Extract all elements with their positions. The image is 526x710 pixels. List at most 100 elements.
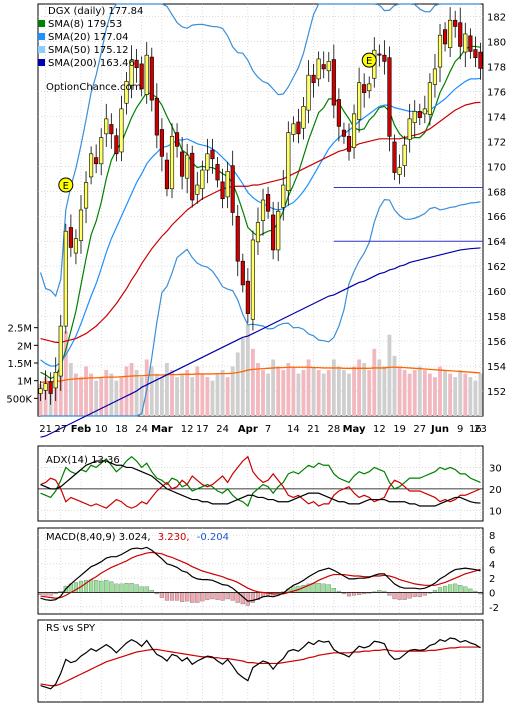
volume-bar	[230, 366, 235, 416]
volume-bar	[372, 348, 377, 416]
candle-body	[169, 136, 175, 190]
candle	[468, 28, 473, 59]
x-tick-label: 27	[413, 424, 426, 435]
volume-tick-label: 1.5M	[7, 359, 32, 370]
volume-bar	[79, 377, 83, 416]
candle-body	[311, 74, 316, 83]
volume-bar	[240, 338, 245, 416]
macd-tick-label: 2	[489, 574, 495, 585]
candle	[336, 88, 341, 142]
candle	[149, 47, 154, 112]
x-tick-label: 21	[307, 424, 320, 435]
macd-hist-bar	[392, 592, 397, 600]
volume-bar	[165, 363, 169, 416]
candle	[63, 223, 68, 334]
price-tick-label: 152	[487, 387, 506, 398]
macd-hist-bar	[119, 583, 124, 593]
macd-hist-bar	[402, 592, 407, 600]
candle	[432, 53, 438, 98]
candle	[129, 45, 134, 99]
macd-hist-bar	[346, 592, 352, 597]
macd-hist-bar	[129, 583, 134, 593]
candle	[83, 171, 89, 224]
candle	[387, 46, 392, 152]
candle-body	[58, 325, 63, 377]
macd-hist-bar	[89, 579, 94, 593]
volume-bar	[453, 377, 458, 416]
macd-hist-bar	[458, 585, 463, 593]
candle	[316, 51, 321, 87]
candle	[159, 118, 164, 172]
volume-bar	[402, 370, 407, 416]
legend-sma200: SMA(200) 163.46	[38, 58, 135, 69]
candle-body	[129, 59, 134, 86]
candle-body	[367, 83, 372, 92]
volume-bar	[200, 373, 205, 416]
candle-body	[362, 84, 367, 93]
x-tick-label: Mar	[151, 424, 173, 435]
candle-body	[154, 97, 159, 136]
legend-sma8: SMA(8) 179.53	[38, 19, 122, 30]
candle-body	[48, 381, 53, 394]
candle	[271, 201, 276, 260]
volume-bar	[463, 373, 468, 416]
candle-body	[407, 118, 412, 140]
volume-bar	[321, 373, 326, 416]
candle	[326, 52, 331, 83]
rs-ma-line	[40, 646, 481, 687]
candle	[346, 123, 352, 161]
candle-body	[99, 137, 104, 165]
price-tick-label: 162	[487, 262, 506, 273]
candle	[230, 150, 235, 226]
minus-di-line	[40, 455, 481, 509]
candle-body	[321, 64, 326, 70]
candle	[412, 100, 417, 138]
candle-body	[53, 372, 58, 389]
candle-body	[220, 181, 225, 200]
macd-hist-bar	[448, 584, 453, 593]
legend-sma20-label: SMA(20) 177.04	[48, 32, 129, 43]
macd-label-prefix: MACD(8,40,9) 3.024,	[46, 532, 151, 543]
volume-bar	[129, 363, 134, 416]
volume-bar	[382, 366, 387, 416]
volume-tick-label: 500K	[6, 394, 32, 405]
candle	[382, 40, 387, 75]
volume-bar	[271, 359, 276, 416]
earnings-marker	[58, 177, 74, 193]
bollinger-upper	[39, 3, 481, 298]
candle	[169, 123, 175, 199]
legend-sma50-label: SMA(50) 175.12	[48, 45, 129, 56]
candle	[180, 136, 185, 190]
sma-line-3	[40, 101, 481, 343]
candle	[185, 143, 190, 194]
candle	[301, 97, 306, 140]
volume-bar	[154, 373, 159, 416]
macd-hist-bar	[94, 580, 99, 593]
candle	[73, 229, 78, 265]
volume-bar	[149, 366, 154, 416]
candle	[154, 83, 159, 149]
sma-line-2	[40, 77, 481, 367]
candle-body	[174, 132, 180, 147]
volume-bar	[357, 359, 362, 416]
candle-body	[89, 153, 94, 178]
earnings-marker-label: E	[366, 56, 372, 67]
macd-hist-bar	[205, 592, 210, 600]
volume-bar	[134, 370, 139, 416]
source-label: OptionChance.com	[46, 82, 141, 93]
volume-bar	[185, 370, 190, 416]
macd-hist-bar	[453, 583, 458, 593]
candle	[164, 152, 170, 197]
volume-bar	[235, 352, 240, 416]
volume-bar	[205, 377, 210, 416]
x-tick-label: Jun	[430, 424, 449, 435]
candle-body	[276, 210, 281, 251]
candle-body	[73, 238, 78, 254]
volume-bar	[362, 363, 367, 416]
candle	[427, 73, 432, 126]
candle	[437, 23, 443, 83]
volume-tick-label: 2.5M	[7, 324, 32, 335]
macd-tick-label: 6	[489, 546, 495, 557]
macd-hist-bar	[200, 592, 205, 602]
